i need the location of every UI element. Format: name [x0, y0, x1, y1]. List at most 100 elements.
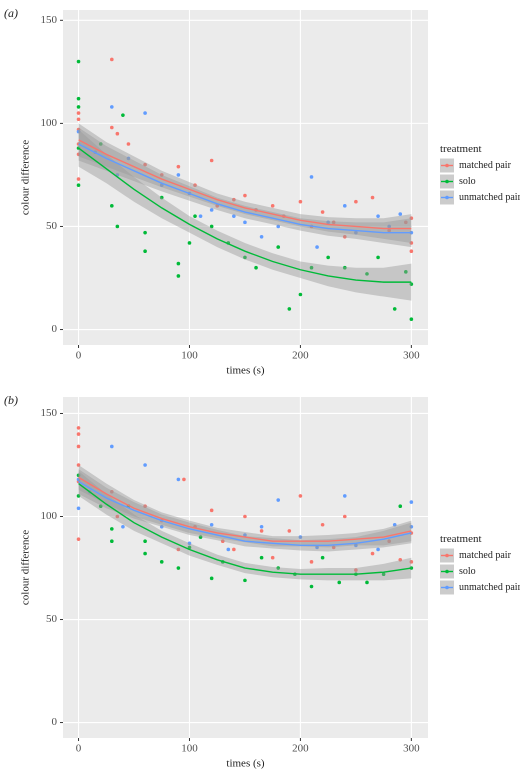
data-point: [143, 551, 147, 556]
data-point: [298, 494, 303, 498]
data-point: [76, 111, 81, 115]
data-point: [354, 199, 358, 204]
fit-line: [78, 482, 412, 575]
data-point: [215, 204, 220, 208]
data-point: [309, 175, 314, 179]
data-point: [76, 444, 81, 449]
data-point: [409, 249, 414, 253]
data-point: [98, 142, 103, 146]
data-point: [193, 214, 197, 218]
data-point: [331, 545, 336, 550]
legend-label: unmatched pair: [459, 192, 520, 203]
data-point: [187, 241, 192, 245]
data-point: [354, 568, 358, 572]
data-point: [243, 578, 247, 583]
data-point: [115, 131, 120, 136]
data-point: [309, 584, 314, 589]
data-point: [115, 224, 120, 229]
fit-line: [78, 147, 412, 283]
data-point: [198, 214, 203, 218]
data-point: [342, 234, 347, 239]
data-point: [365, 272, 369, 276]
data-point: [143, 463, 147, 467]
data-point: [209, 576, 214, 581]
data-point: [376, 214, 380, 218]
data-point: [76, 494, 81, 498]
legend-dot: [445, 195, 449, 200]
data-point: [243, 193, 247, 198]
legend-label: solo: [459, 566, 476, 577]
data-point: [76, 183, 81, 188]
data-point: [232, 197, 236, 202]
fit-line: [78, 480, 412, 547]
data-point: [376, 547, 380, 552]
data-point: [409, 566, 414, 570]
data-point: [159, 173, 164, 177]
data-point: [243, 220, 247, 225]
data-point: [143, 249, 147, 253]
data-point: [76, 506, 81, 511]
data-point: [287, 529, 292, 533]
data-point: [209, 208, 214, 212]
y-tick-label: 100: [41, 510, 58, 522]
fit-line: [78, 476, 412, 542]
data-point: [320, 555, 325, 560]
data-point: [342, 514, 347, 519]
data-point: [298, 535, 303, 539]
data-point: [143, 539, 147, 544]
data-point: [326, 255, 330, 260]
confidence-band: [78, 469, 412, 552]
data-point: [143, 230, 147, 235]
data-point: [110, 489, 114, 494]
data-point: [337, 580, 342, 585]
fit-line: [78, 139, 412, 230]
data-point: [110, 105, 114, 109]
data-point: [110, 204, 114, 208]
data-point: [126, 142, 131, 146]
confidence-band: [78, 127, 412, 248]
data-point: [209, 508, 214, 513]
data-point: [159, 195, 164, 200]
legend-label: matched pair: [459, 550, 512, 561]
data-point: [143, 504, 147, 509]
data-point: [398, 557, 403, 562]
data-point: [409, 216, 414, 221]
data-point: [209, 158, 214, 163]
data-point: [232, 547, 236, 552]
data-point: [409, 525, 414, 529]
data-point: [98, 504, 103, 509]
legend-title: treatment: [440, 143, 482, 155]
data-point: [287, 307, 292, 311]
data-point: [270, 555, 275, 560]
y-tick-label: 150: [41, 407, 58, 419]
data-point: [76, 473, 81, 478]
data-point: [115, 514, 120, 519]
data-point: [126, 156, 131, 161]
data-point: [76, 105, 81, 109]
data-point: [198, 535, 203, 539]
legend-label: matched pair: [459, 160, 512, 171]
data-point: [342, 265, 347, 270]
data-point: [259, 555, 264, 560]
x-axis-label: times (s): [226, 365, 265, 377]
plot-background: [63, 10, 428, 345]
data-point: [76, 152, 81, 157]
data-point: [243, 255, 247, 260]
data-point: [159, 560, 164, 564]
data-point: [76, 59, 81, 64]
data-point: [387, 539, 391, 544]
data-point: [226, 547, 231, 552]
data-point: [392, 307, 397, 311]
legend-dot: [445, 569, 449, 574]
x-tick-label: 100: [181, 350, 198, 362]
x-tick-label: 0: [76, 743, 82, 755]
x-axis-label: times (s): [226, 758, 265, 770]
data-point: [143, 162, 147, 167]
y-axis-label: colour difference: [20, 530, 32, 605]
x-tick-label: 300: [403, 743, 420, 755]
y-tick-label: 100: [41, 117, 58, 129]
data-point: [176, 173, 181, 177]
data-point: [315, 545, 319, 550]
data-point: [259, 529, 264, 533]
